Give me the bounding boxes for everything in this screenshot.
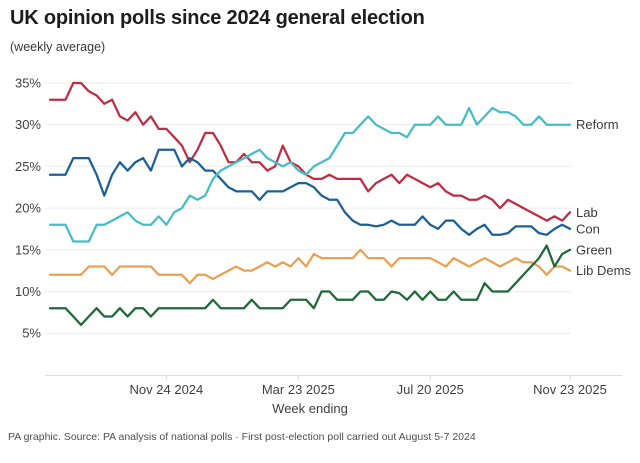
source-credit: PA graphic. Source: PA analysis of natio… bbox=[8, 431, 476, 443]
legend-label-lab: Lab bbox=[576, 205, 598, 220]
legend-label-libdem: Lib Dems bbox=[576, 263, 631, 278]
y-axis-label-5: 5% bbox=[22, 326, 41, 341]
series-line-con bbox=[48, 148, 572, 236]
x-axis-label-0: Nov 24 2024 bbox=[130, 382, 204, 397]
y-axis-label-35: 35% bbox=[15, 76, 41, 91]
page-title: UK opinion polls since 2024 general elec… bbox=[10, 7, 425, 29]
y-axis-label-25: 25% bbox=[15, 159, 41, 174]
y-axis-label-20: 20% bbox=[15, 201, 41, 216]
legend-label-reform: Reform bbox=[576, 117, 619, 132]
x-axis-title: Week ending bbox=[272, 401, 348, 416]
legend-label-green: Green bbox=[576, 242, 612, 257]
series-line-lab bbox=[48, 81, 572, 222]
y-axis-label-10: 10% bbox=[15, 284, 41, 299]
x-axis-label-3: Nov 23 2025 bbox=[533, 382, 607, 397]
series-line-libdem bbox=[48, 248, 572, 285]
y-axis-label-15: 15% bbox=[15, 242, 41, 257]
x-axis-label-2: Jul 20 2025 bbox=[397, 382, 464, 397]
chart-subtitle: (weekly average) bbox=[10, 40, 106, 54]
y-axis-label-30: 30% bbox=[15, 117, 41, 132]
series-line-reform bbox=[48, 106, 572, 243]
series-line-green bbox=[48, 244, 572, 327]
legend-label-con: Con bbox=[576, 221, 600, 236]
x-axis-label-1: Mar 23 2025 bbox=[262, 382, 335, 397]
